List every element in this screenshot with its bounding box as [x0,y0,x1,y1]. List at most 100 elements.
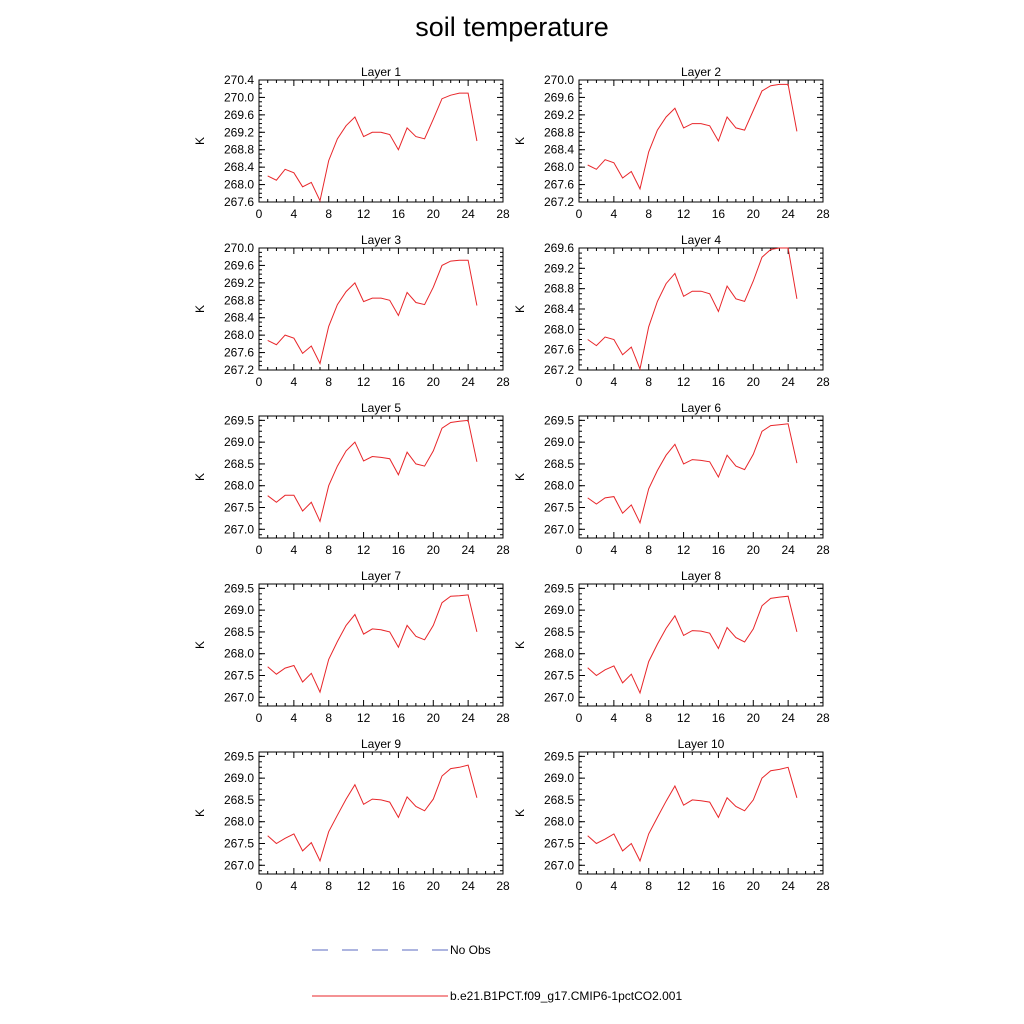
y-tick-label: 267.5 [544,669,574,683]
x-tick-label: 20 [427,711,441,725]
y-tick-label: 269.0 [224,603,254,617]
x-tick-label: 0 [576,543,583,557]
x-tick-label: 28 [496,207,510,221]
plot-frame [258,583,504,707]
x-tick-label: 20 [427,375,441,389]
series-line [267,764,478,863]
x-tick-label: 28 [816,207,830,221]
x-tick-label: 16 [712,711,726,725]
y-tick-label: 268.5 [544,625,574,639]
series-line [587,595,798,695]
y-tick-label: 268.5 [224,625,254,639]
panel-title: Layer 7 [361,569,401,583]
y-tick-label: 267.0 [224,858,254,872]
x-tick-label: 16 [712,207,726,221]
y-axis-label: K [513,137,527,145]
x-tick-label: 8 [645,711,652,725]
y-tick-label: 268.5 [224,457,254,471]
x-tick-label: 0 [256,879,263,893]
y-tick-label: 267.0 [224,522,254,536]
x-tick-label: 12 [677,711,691,725]
series-line [267,419,478,523]
x-tick-label: 28 [496,543,510,557]
y-tick-label: 268.4 [224,311,254,325]
y-tick-label: 268.0 [544,647,574,661]
panel-2: Layer 2 K 0 4 8 12 16 20 24 28 267.2 267.6 268.0 268.… [513,65,830,221]
y-tick-label: 269.5 [544,749,574,763]
panel-title: Layer 9 [361,737,401,751]
y-tick-label: 269.0 [224,771,254,785]
x-tick-label: 24 [781,711,795,725]
y-tick-label: 268.4 [544,143,574,157]
y-tick-label: 268.4 [544,302,574,316]
y-tick-label: 268.0 [224,647,254,661]
panel-title: Layer 10 [678,737,725,751]
x-tick-label: 12 [677,543,691,557]
panel-3: Layer 3 K 0 4 8 12 16 20 24 28 267.2 267.6 268.0 268.… [193,233,510,389]
x-tick-label: 0 [256,207,263,221]
y-tick-label: 267.6 [544,343,574,357]
x-tick-label: 16 [392,207,406,221]
y-tick-label: 267.5 [544,501,574,515]
x-tick-label: 8 [325,879,332,893]
y-tick-label: 268.4 [224,160,254,174]
x-tick-label: 24 [781,375,795,389]
x-tick-label: 4 [291,375,298,389]
y-tick-label: 270.4 [224,73,254,87]
x-tick-label: 28 [816,375,830,389]
y-tick-label: 269.2 [544,261,574,275]
x-tick-label: 8 [645,543,652,557]
series-line [267,594,478,694]
y-tick-label: 269.5 [544,581,574,595]
x-tick-label: 16 [712,879,726,893]
y-tick-label: 269.5 [544,413,574,427]
x-tick-label: 20 [747,543,761,557]
x-tick-label: 20 [747,879,761,893]
y-tick-label: 268.8 [544,282,574,296]
x-tick-label: 8 [325,543,332,557]
y-tick-label: 267.6 [224,346,254,360]
y-tick-label: 269.0 [544,771,574,785]
y-tick-label: 268.0 [224,328,254,342]
x-tick-label: 16 [392,879,406,893]
x-tick-label: 20 [427,207,441,221]
x-tick-label: 24 [781,543,795,557]
panel-title: Layer 6 [681,401,721,415]
y-tick-label: 267.0 [224,690,254,704]
y-tick-label: 268.0 [544,160,574,174]
y-tick-label: 267.2 [224,363,254,377]
x-tick-label: 16 [712,543,726,557]
series-line [587,247,798,371]
y-axis-label: K [513,641,527,649]
series-line [587,766,798,863]
x-tick-label: 20 [747,711,761,725]
y-tick-label: 267.6 [224,195,254,209]
x-tick-label: 24 [461,375,475,389]
legend-label-model: b.e21.B1PCT.f09_g17.CMIP6-1pctCO2.001 [450,989,682,1003]
x-tick-label: 20 [747,375,761,389]
x-tick-label: 0 [576,711,583,725]
legend: No Obs b.e21.B1PCT.f09_g17.CMIP6-1pctCO2.… [312,943,682,1003]
x-tick-label: 0 [576,879,583,893]
x-tick-label: 12 [677,375,691,389]
panel-1: Layer 1 K 0 4 8 12 16 20 24 28 267.6 268.0 268.4 268.… [193,65,510,221]
y-tick-label: 268.8 [224,293,254,307]
y-tick-label: 269.5 [224,413,254,427]
y-tick-label: 268.0 [544,815,574,829]
x-tick-label: 12 [357,543,371,557]
x-tick-label: 4 [291,711,298,725]
x-tick-label: 28 [816,879,830,893]
y-axis-label: K [193,641,207,649]
y-tick-label: 268.8 [544,125,574,139]
y-tick-label: 268.5 [544,457,574,471]
panel-10: Layer 10 K 0 4 8 12 16 20 24 28 267.0 267.5 268.0 268… [513,737,830,893]
x-tick-label: 8 [325,207,332,221]
plot-frame [258,79,504,203]
panel-title: Layer 3 [361,233,401,247]
x-tick-label: 0 [576,207,583,221]
x-tick-label: 12 [357,879,371,893]
x-tick-label: 8 [645,375,652,389]
y-tick-label: 267.2 [544,363,574,377]
y-tick-label: 267.5 [224,837,254,851]
x-tick-label: 4 [291,543,298,557]
